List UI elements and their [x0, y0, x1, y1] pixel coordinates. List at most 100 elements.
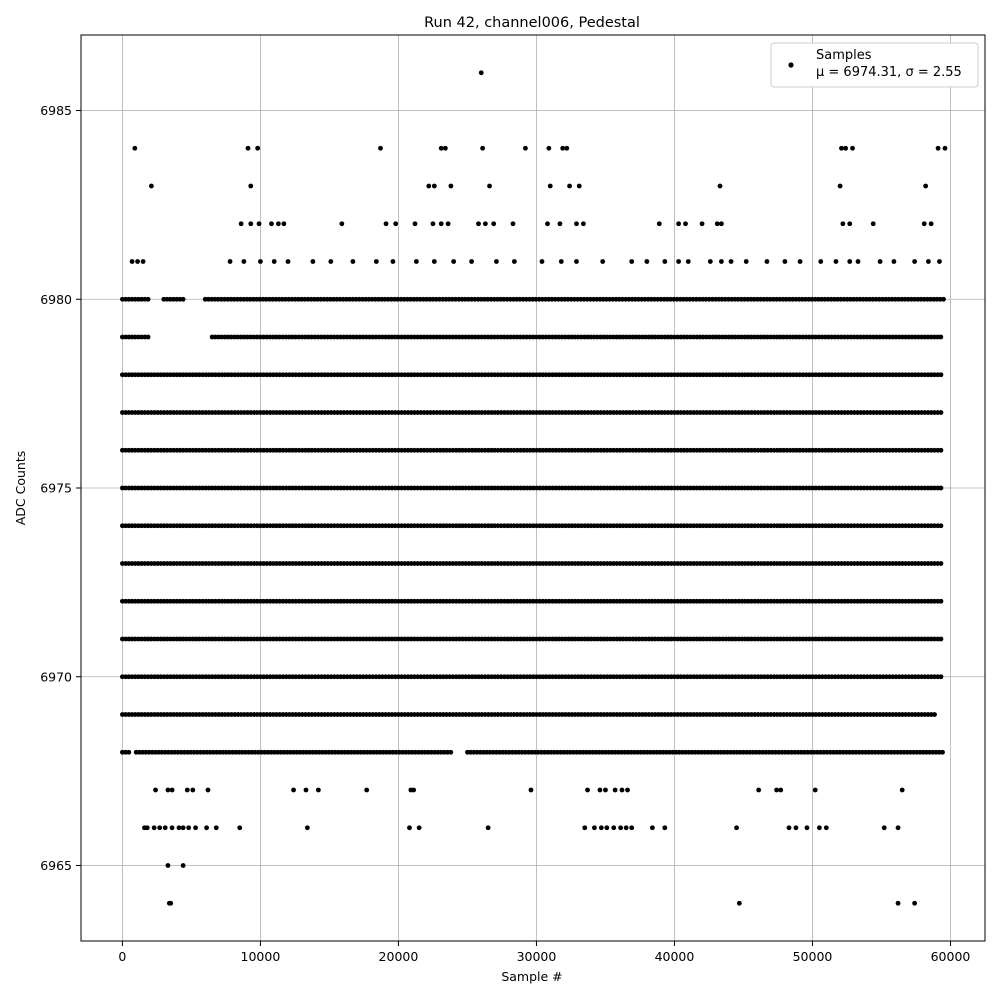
data-point: [238, 221, 244, 227]
y-tick-label: 6965: [40, 858, 72, 873]
x-tick-label: 50000: [793, 949, 833, 964]
data-point: [612, 787, 618, 793]
data-point: [597, 787, 603, 793]
data-point: [576, 183, 582, 189]
data-point: [629, 259, 635, 264]
data-point: [426, 183, 432, 189]
data-point: [258, 259, 263, 264]
chart-title: Run 42, channel006, Pedestal: [424, 15, 640, 31]
data-point: [157, 825, 163, 831]
data-point: [431, 259, 437, 264]
data-point: [248, 183, 254, 189]
data-point: [839, 145, 844, 151]
data-point: [585, 787, 590, 793]
data-point: [176, 825, 182, 831]
data-point: [546, 145, 552, 151]
data-point: [921, 221, 927, 227]
data-point: [476, 221, 481, 227]
data-point: [180, 863, 186, 868]
data-point: [140, 259, 146, 264]
data-point: [837, 183, 843, 189]
data-point: [547, 183, 553, 189]
data-point: [310, 259, 316, 264]
x-tick-label: 10000: [241, 949, 281, 964]
data-point: [891, 259, 897, 264]
data-point: [656, 221, 662, 227]
data-point: [870, 221, 876, 227]
data-point: [926, 259, 931, 264]
data-point: [603, 787, 608, 793]
data-point: [611, 825, 617, 831]
data-point: [205, 787, 211, 793]
data-point: [899, 787, 905, 793]
data-point: [350, 259, 356, 264]
data-point: [213, 825, 219, 831]
data-point: [685, 259, 691, 264]
data-point: [227, 259, 233, 264]
data-point: [564, 145, 570, 151]
data-point: [714, 221, 720, 227]
data-point: [683, 221, 688, 227]
data-point: [166, 900, 172, 906]
data-point: [699, 221, 705, 227]
data-point: [604, 825, 610, 831]
data-point: [180, 825, 186, 831]
data-point: [144, 825, 150, 831]
data-point: [431, 183, 437, 189]
data-point: [847, 259, 853, 264]
data-point: [291, 787, 296, 793]
data-point: [718, 259, 724, 264]
data-point: [285, 259, 291, 264]
legend-stats: μ = 6974.31, σ = 2.55: [816, 65, 962, 80]
data-point: [162, 825, 168, 831]
data-point: [190, 787, 196, 793]
data-point: [204, 825, 209, 831]
data-point: [237, 825, 243, 831]
data-point: [582, 825, 588, 831]
data-point: [600, 259, 606, 264]
data-point: [619, 787, 625, 793]
data-point: [378, 145, 383, 151]
data-point: [793, 825, 799, 831]
data-point: [855, 259, 861, 264]
y-tick-label: 6970: [40, 669, 72, 684]
y-axis-label: ADC Counts: [13, 451, 28, 526]
data-point: [482, 221, 488, 227]
data-point: [487, 183, 492, 189]
data-point: [847, 221, 853, 227]
data-point: [928, 221, 934, 227]
data-point: [843, 145, 849, 151]
data-point: [193, 825, 198, 831]
data-point: [937, 259, 942, 264]
data-point: [850, 145, 855, 151]
data-point: [304, 825, 310, 831]
data-point: [912, 900, 918, 906]
data-point: [438, 221, 444, 227]
data-point: [411, 787, 417, 793]
data-point: [797, 259, 803, 264]
legend-marker: [788, 62, 794, 68]
data-point: [764, 259, 770, 264]
data-point: [132, 145, 138, 151]
data-point: [558, 259, 564, 264]
data-point: [557, 221, 563, 227]
data-point: [812, 787, 818, 793]
data-point: [413, 259, 419, 264]
data-point: [786, 825, 792, 831]
data-point: [912, 259, 918, 264]
x-tick-label: 60000: [931, 949, 971, 964]
data-point: [269, 221, 274, 227]
data-point: [718, 221, 724, 227]
data-point: [186, 825, 192, 831]
data-point: [734, 825, 739, 831]
data-point: [407, 825, 412, 831]
data-point: [480, 145, 486, 151]
x-tick-label: 40000: [655, 949, 695, 964]
data-point: [255, 145, 261, 151]
data-point: [129, 259, 135, 264]
data-point: [275, 221, 281, 227]
data-point: [485, 825, 491, 831]
data-point: [281, 221, 287, 227]
data-point: [445, 221, 451, 227]
